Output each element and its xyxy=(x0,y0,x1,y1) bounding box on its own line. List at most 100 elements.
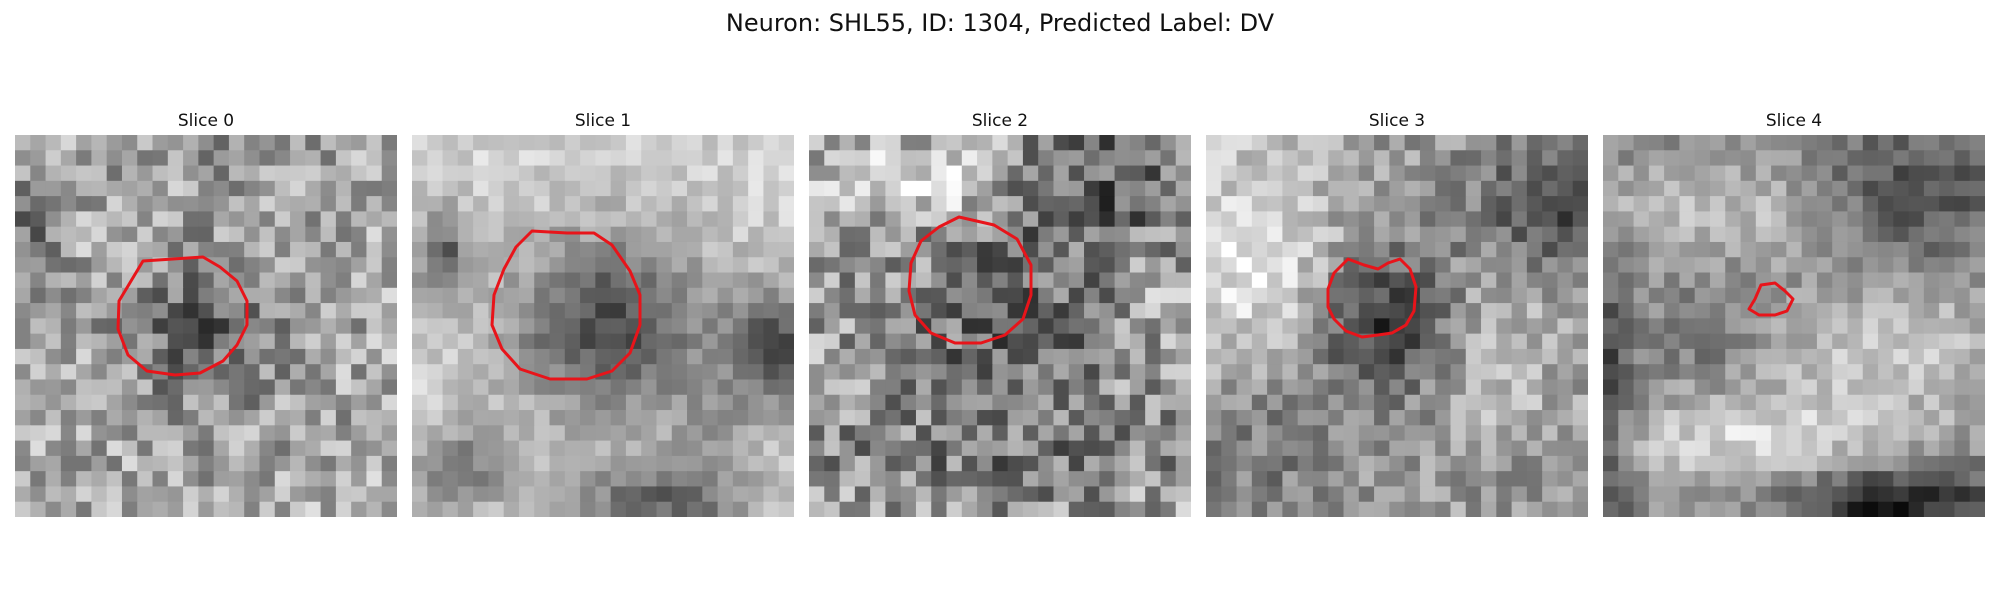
pixel-cell xyxy=(198,394,215,411)
pixel-cell xyxy=(824,226,841,243)
pixel-cell xyxy=(1664,425,1680,442)
pixel-cell xyxy=(1526,303,1543,319)
pixel-cell xyxy=(641,410,658,426)
pixel-cell xyxy=(1297,379,1314,396)
pixel-cell xyxy=(1786,196,1803,212)
pixel-cell xyxy=(1251,211,1268,228)
pixel-cell xyxy=(1267,379,1283,396)
pixel-cell xyxy=(1816,455,1833,472)
pixel-cell xyxy=(1816,165,1833,182)
pixel-cell xyxy=(1496,348,1513,365)
pixel-cell xyxy=(1007,501,1024,517)
pixel-cell xyxy=(1664,211,1680,228)
pixel-cell xyxy=(870,303,886,319)
pixel-cell xyxy=(1389,440,1406,457)
pixel-cell xyxy=(732,318,749,335)
pixel-cell xyxy=(1542,425,1559,442)
pixel-cell xyxy=(687,410,703,426)
pixel-cell xyxy=(15,272,31,289)
pixel-cell xyxy=(152,410,169,426)
pixel-cell xyxy=(290,226,306,243)
pixel-cell xyxy=(564,379,581,396)
pixel-cell xyxy=(15,333,31,350)
pixel-cell xyxy=(488,150,505,167)
pixel-cell xyxy=(1847,364,1864,381)
pixel-cell xyxy=(992,440,1009,457)
pixel-cell xyxy=(1755,410,1772,426)
pixel-cell xyxy=(473,455,489,472)
pixel-cell xyxy=(1939,165,1956,182)
pixel-cell xyxy=(641,394,658,411)
pixel-cell xyxy=(76,196,92,212)
pixel-cell xyxy=(244,211,261,228)
pixel-cell xyxy=(1496,180,1513,197)
pixel-cell xyxy=(1312,257,1329,274)
pixel-cell xyxy=(1572,486,1588,503)
pixel-cell xyxy=(1725,165,1742,182)
pixel-cell xyxy=(1435,272,1452,289)
pixel-cell xyxy=(213,257,230,274)
pixel-cell xyxy=(60,440,77,457)
pixel-cell xyxy=(671,501,688,517)
pixel-cell xyxy=(1618,135,1635,151)
pixel-cell xyxy=(305,410,322,426)
pixel-cell xyxy=(1801,165,1818,182)
pixel-cell xyxy=(488,440,505,457)
pixel-cell xyxy=(1740,348,1757,365)
pixel-cell xyxy=(854,318,871,335)
pixel-cell xyxy=(1526,410,1543,426)
pixel-cell xyxy=(1801,455,1818,472)
pixel-cell xyxy=(473,318,489,335)
pixel-cell xyxy=(1267,394,1283,411)
pixel-cell xyxy=(1374,425,1390,442)
pixel-cell xyxy=(351,226,368,243)
pixel-cell xyxy=(1053,440,1070,457)
pixel-cell xyxy=(1160,471,1177,488)
pixel-cell xyxy=(1939,135,1956,151)
pixel-cell xyxy=(488,379,505,396)
pixel-cell xyxy=(1374,501,1390,517)
pixel-cell xyxy=(1450,196,1467,212)
pixel-cell xyxy=(427,394,444,411)
pixel-cell xyxy=(106,440,123,457)
pixel-cell xyxy=(1465,150,1482,167)
pixel-cell xyxy=(1954,410,1971,426)
pixel-cell xyxy=(1481,333,1497,350)
pixel-cell xyxy=(167,440,184,457)
pixel-cell xyxy=(1725,455,1742,472)
pixel-cell xyxy=(1511,211,1528,228)
pixel-cell xyxy=(198,241,215,258)
pixel-cell xyxy=(854,165,871,182)
pixel-cell xyxy=(1755,211,1772,228)
pixel-cell xyxy=(1664,272,1680,289)
pixel-cell xyxy=(15,455,31,472)
pixel-cell xyxy=(671,135,688,151)
pixel-cell xyxy=(30,486,47,503)
pixel-cell xyxy=(1435,455,1452,472)
pixel-cell xyxy=(427,287,444,304)
pixel-cell xyxy=(1923,440,1940,457)
pixel-cell xyxy=(1084,135,1100,151)
pixel-cell xyxy=(1312,486,1329,503)
pixel-cell xyxy=(1786,333,1803,350)
pixel-cell xyxy=(625,303,642,319)
pixel-cell xyxy=(305,318,322,335)
pixel-cell xyxy=(992,394,1009,411)
pixel-cell xyxy=(1557,287,1574,304)
pixel-cell xyxy=(305,440,322,457)
pixel-cell xyxy=(366,180,383,197)
pixel-cell xyxy=(1435,165,1452,182)
pixel-cell xyxy=(1099,226,1116,243)
pixel-cell xyxy=(1084,318,1100,335)
pixel-cell xyxy=(335,257,352,274)
pixel-cell xyxy=(1969,241,1985,258)
pixel-cell xyxy=(1954,348,1971,365)
pixel-cell xyxy=(30,165,47,182)
pixel-cell xyxy=(656,272,673,289)
pixel-cell xyxy=(1496,410,1513,426)
pixel-cell xyxy=(687,196,703,212)
pixel-cell xyxy=(76,287,92,304)
pixel-cell xyxy=(1404,135,1421,151)
pixel-cell xyxy=(244,486,261,503)
pixel-cell xyxy=(687,150,703,167)
